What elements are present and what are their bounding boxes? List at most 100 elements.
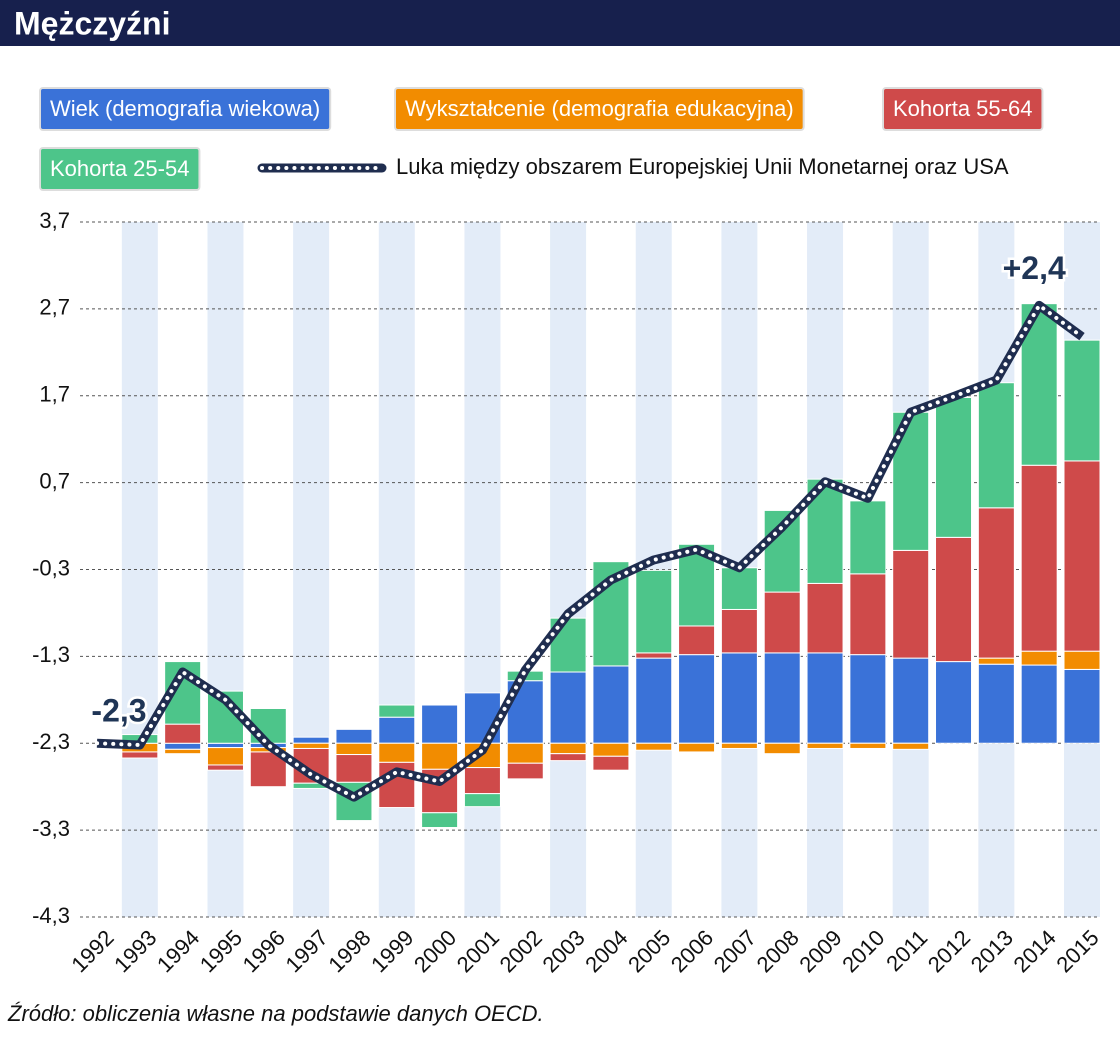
bar-segment [378, 716, 416, 744]
chart-title: Mężczyźni [14, 5, 170, 41]
bar-segment [549, 671, 587, 744]
bar-segment [335, 742, 373, 756]
annotation: -2,3 [91, 693, 146, 729]
x-tick-label: 2001 [452, 925, 504, 977]
x-tick-label: 2009 [794, 925, 846, 977]
bar-segment [592, 742, 630, 757]
bar-segment [1020, 464, 1058, 652]
bar-segment [592, 665, 630, 744]
bar-segment [678, 654, 716, 744]
bar-segment [849, 573, 887, 656]
x-tick-label: 1993 [109, 925, 161, 977]
x-tick-label: 1995 [195, 925, 247, 977]
bar-segment [935, 661, 973, 744]
x-tick-label: 2004 [580, 925, 632, 977]
x-tick-label: 2013 [966, 925, 1018, 977]
bar-segment [549, 617, 587, 673]
bar-segment [763, 652, 801, 744]
x-tick-label: 2007 [709, 925, 761, 977]
bar-segment [720, 567, 758, 610]
bar-segment [935, 396, 973, 538]
bar-segment [763, 591, 801, 654]
x-tick-label: 2011 [881, 925, 932, 976]
bar-segment [1063, 650, 1101, 670]
y-tick-label: 0,7 [39, 468, 70, 493]
stripe [121, 222, 158, 917]
bar-segment [806, 582, 844, 654]
y-tick-label: 1,7 [39, 382, 70, 407]
bar-segment [635, 569, 673, 654]
bar-segment [164, 748, 202, 755]
bar-segment [292, 742, 330, 749]
bar-segment [206, 747, 244, 766]
bar-segment [977, 382, 1015, 509]
bar-segment [935, 536, 973, 663]
y-tick-label: -4,3 [32, 903, 70, 928]
line-casing [96, 300, 1085, 802]
bar-segment [421, 704, 459, 744]
stripe [293, 222, 330, 917]
x-tick-label: 2012 [923, 925, 975, 977]
x-tick-label: 2006 [666, 925, 718, 977]
bar-segment [378, 704, 416, 718]
x-tick-label: 1998 [323, 925, 375, 977]
bar-segment [678, 625, 716, 656]
x-tick-label: 2014 [1009, 925, 1061, 977]
bar-segment [421, 742, 459, 770]
bar-segment [678, 742, 716, 753]
legend-label: Luka między obszarem Europejskiej Unii M… [396, 154, 1009, 179]
bar-segment [977, 663, 1015, 744]
x-tick-label: 2003 [537, 925, 589, 977]
x-tick-label: 1996 [238, 925, 290, 977]
bar-segment [892, 657, 930, 744]
x-tick-label: 2010 [837, 925, 889, 977]
bar-segment [164, 723, 202, 744]
bar-segment [806, 742, 844, 749]
bar-segment [849, 500, 887, 575]
x-tick-label: 1997 [280, 925, 332, 977]
bar-segment [378, 742, 416, 763]
legend-box [39, 87, 332, 131]
bar-segment [849, 654, 887, 744]
stripe [378, 222, 415, 917]
x-tick-label: 1999 [366, 925, 418, 977]
bar-segment [335, 728, 373, 744]
annotation: +2,4 [1003, 250, 1066, 286]
bar-segment [635, 742, 673, 751]
line-series [95, 300, 1085, 802]
legend-box [394, 87, 805, 131]
bar-segment [1020, 664, 1058, 744]
bar-segment [506, 742, 544, 764]
bar-segment [720, 742, 758, 749]
bar-segment [164, 742, 202, 750]
bar-segment [849, 742, 887, 749]
legend-label: Wiek (demografia wiekowa) [50, 96, 320, 121]
y-tick-label: -2,3 [32, 729, 70, 754]
bar-segment [292, 736, 330, 744]
bar-segment [206, 742, 244, 749]
y-tick-label: 3,7 [39, 208, 70, 233]
bar-segment [720, 652, 758, 744]
y-tick-label: 2,7 [39, 295, 70, 320]
bar-segment [549, 753, 587, 762]
bar-segment [720, 608, 758, 654]
bar-segment [506, 762, 544, 780]
bar-segment [763, 742, 801, 755]
legend-label: Kohorta 25-54 [50, 156, 189, 181]
bar-segment [806, 652, 844, 744]
bar-segment [335, 754, 373, 783]
y-tick-label: -0,3 [32, 555, 70, 580]
x-tick-label: 1992 [66, 925, 118, 977]
bar-segment [892, 742, 930, 750]
x-tick-label: 2000 [409, 925, 461, 977]
bar-segment [635, 657, 673, 744]
x-tick-label: 1994 [152, 925, 204, 977]
bar-segment [977, 657, 1015, 665]
bar-segment [1063, 668, 1101, 744]
bar-segment [977, 507, 1015, 659]
bar-segment [421, 812, 459, 829]
legend-label: Kohorta 55-64 [893, 96, 1032, 121]
y-tick-label: -1,3 [32, 642, 70, 667]
x-tick-label: 2005 [623, 925, 675, 977]
